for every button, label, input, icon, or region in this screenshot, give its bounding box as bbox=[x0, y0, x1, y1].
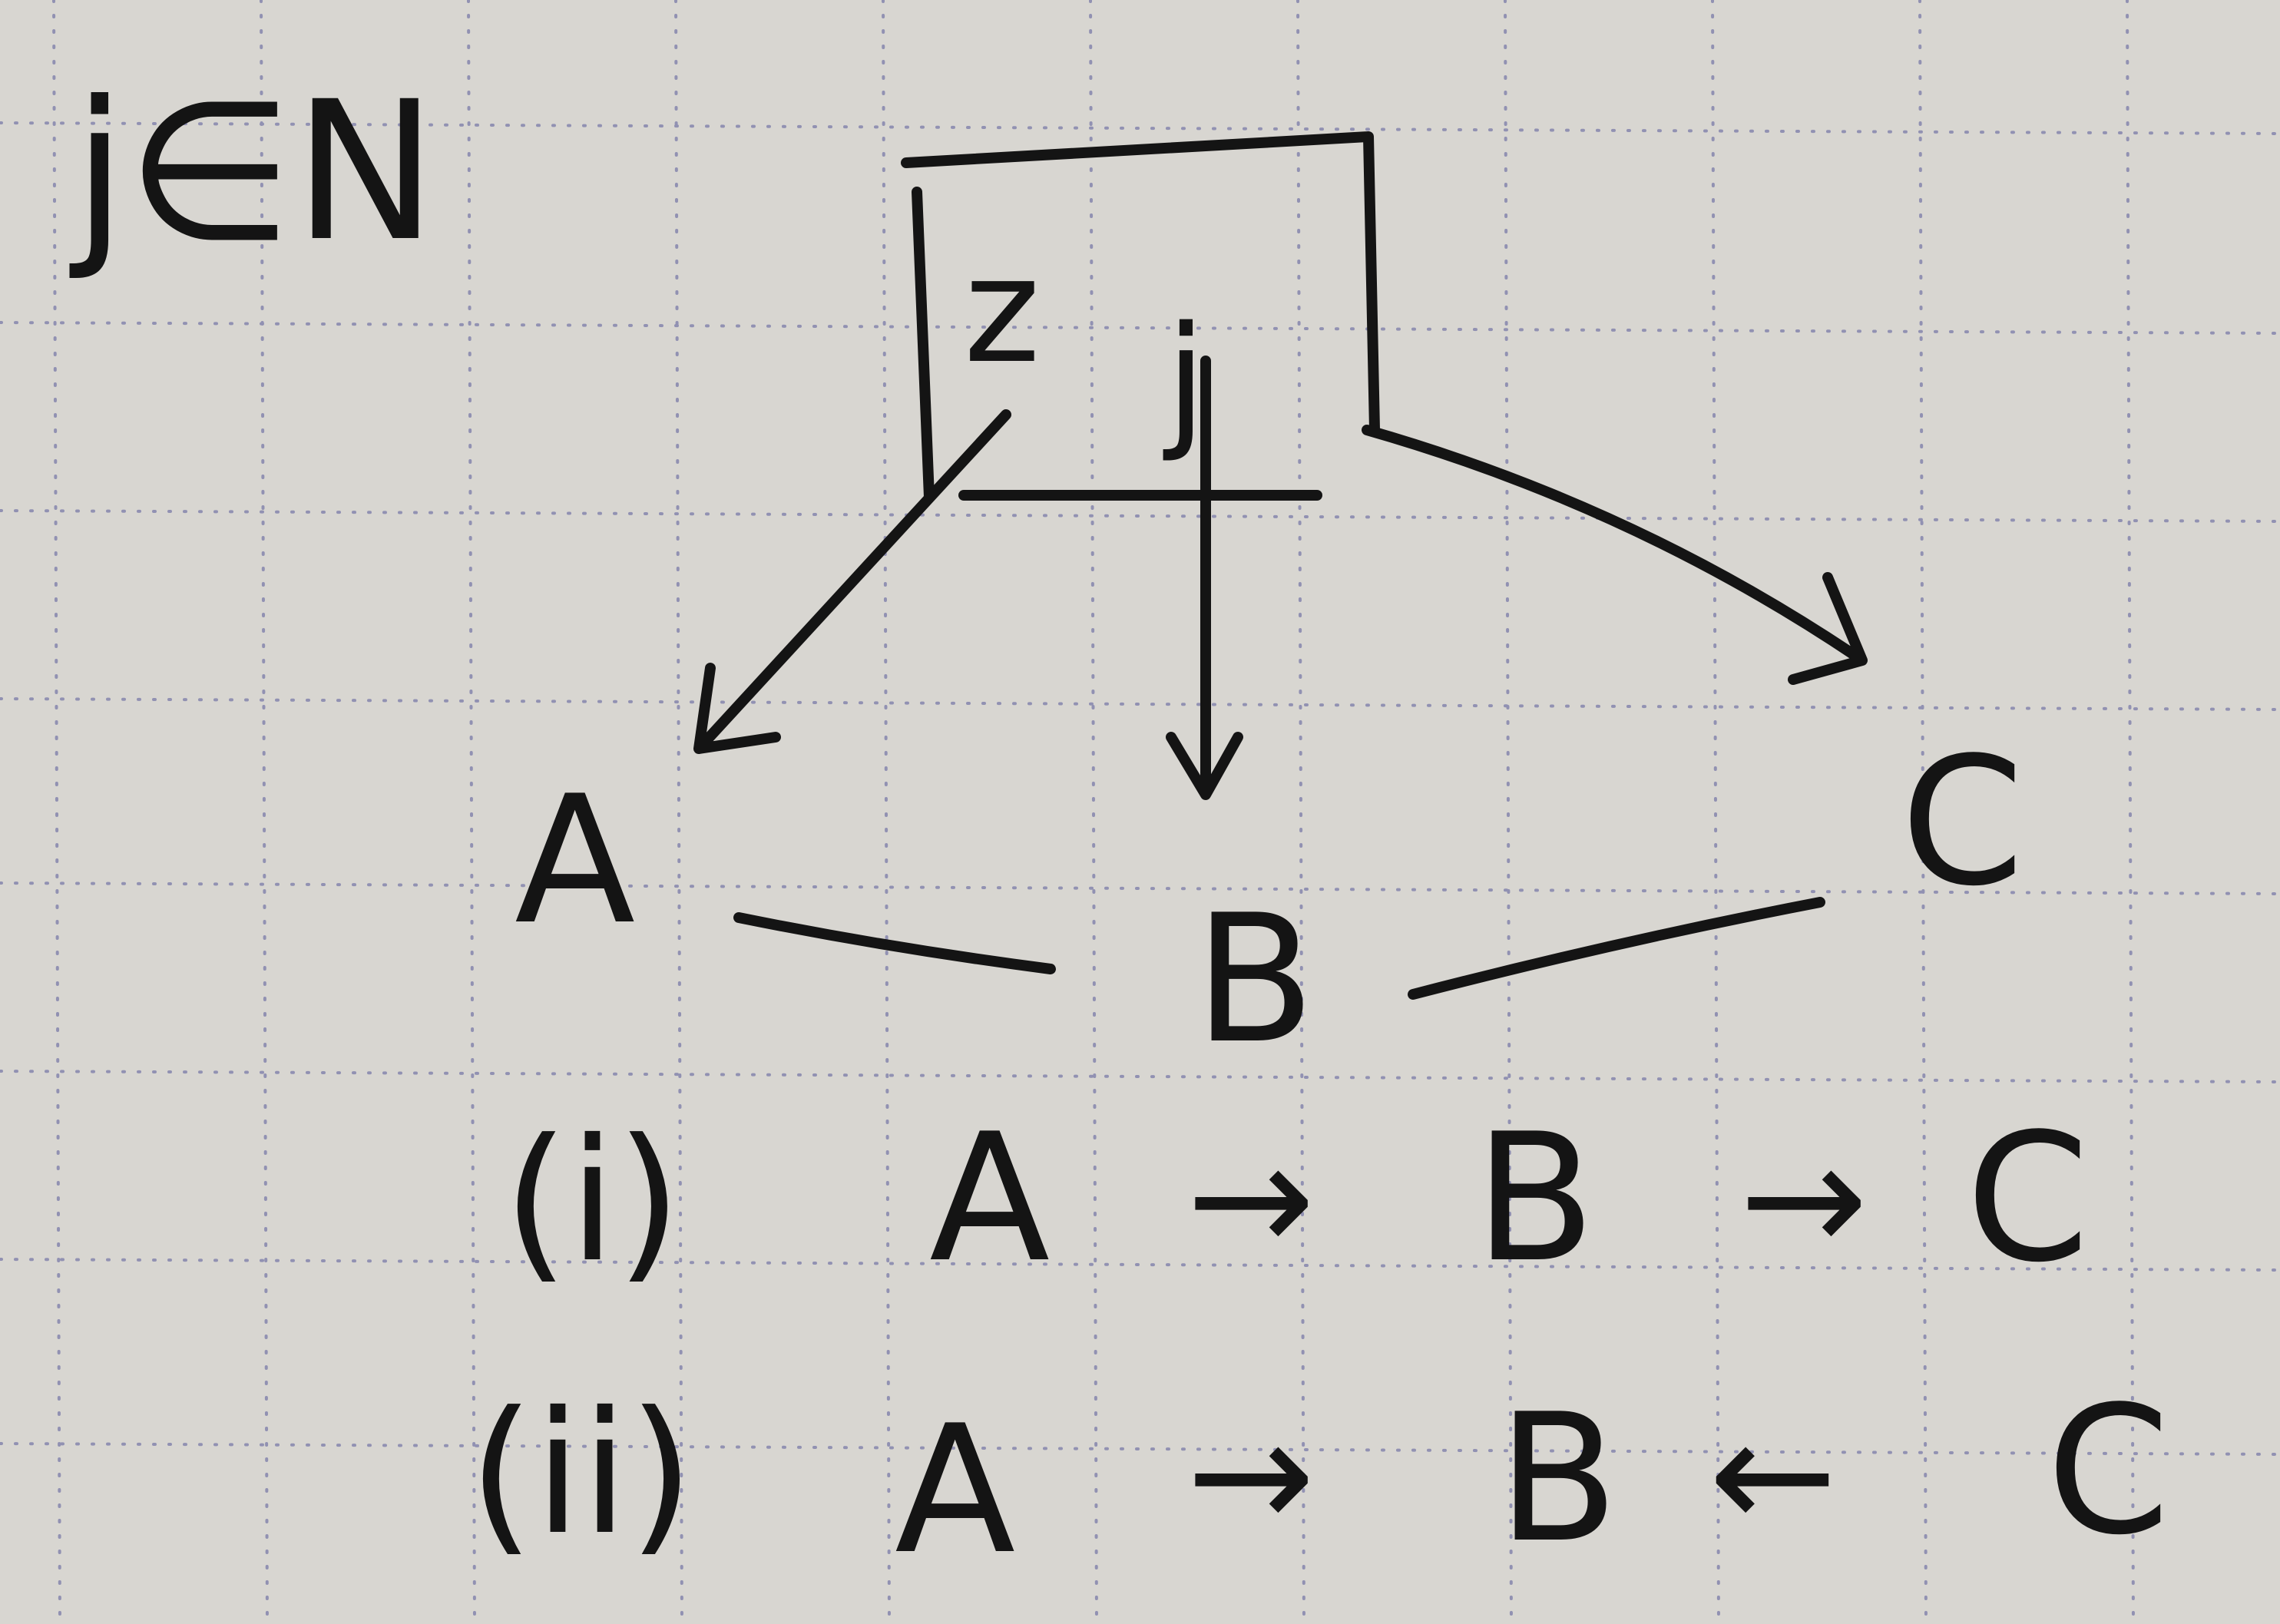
case-1-marker: (i) bbox=[503, 1103, 682, 1299]
grid-line-vertical bbox=[1918, 0, 1928, 1624]
case-2-middle: B bbox=[1497, 1377, 1619, 1582]
grid-line-vertical bbox=[882, 0, 891, 1624]
node-b: B bbox=[1194, 878, 1315, 1083]
case-1-arrow-1: → bbox=[1186, 1110, 1315, 1288]
node-c: C bbox=[1901, 720, 2024, 925]
top-box-var-z: z bbox=[964, 226, 1041, 395]
grid-line-vertical bbox=[2126, 0, 2135, 1624]
edge-b-c bbox=[1408, 897, 1825, 1000]
arrow-box-to-c bbox=[1362, 425, 1868, 685]
node-a: A bbox=[515, 759, 635, 964]
case-1-right: C bbox=[1966, 1096, 2090, 1302]
top-box-var-j: j bbox=[1163, 295, 1206, 465]
case-2-arrow-1: → bbox=[1186, 1386, 1315, 1565]
case-1-arrow-2: → bbox=[1739, 1110, 1868, 1288]
grid-line-vertical bbox=[260, 0, 269, 1624]
case-2-left: A bbox=[895, 1388, 1015, 1593]
top-box-outline bbox=[901, 131, 1380, 503]
arrow-box-to-b bbox=[1166, 356, 1243, 800]
grid-line-vertical bbox=[467, 0, 476, 1624]
grid-line-vertical bbox=[1296, 0, 1305, 1624]
grid-line-vertical bbox=[1504, 0, 1513, 1624]
header-label: j∈N bbox=[69, 60, 437, 283]
grid-line-vertical bbox=[674, 0, 683, 1624]
case-1-middle: B bbox=[1474, 1096, 1596, 1302]
edge-a-b bbox=[733, 912, 1056, 974]
case-2-marker: (ii) bbox=[468, 1375, 694, 1572]
case-2-arrow-2: ← bbox=[1709, 1386, 1838, 1565]
grid-line-vertical bbox=[1711, 0, 1720, 1624]
case-2-right: C bbox=[2047, 1369, 2170, 1574]
arrow-box-to-a bbox=[693, 409, 1011, 754]
grid-line-vertical bbox=[52, 0, 61, 1624]
case-1-left: A bbox=[929, 1096, 1050, 1302]
grid-line-vertical bbox=[1089, 0, 1098, 1624]
